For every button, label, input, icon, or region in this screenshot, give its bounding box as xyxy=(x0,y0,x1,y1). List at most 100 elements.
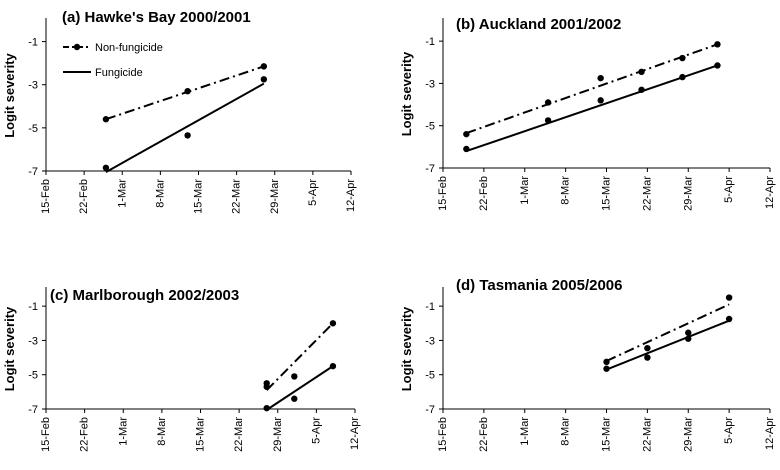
data-point xyxy=(184,87,191,95)
legend-label-non-fungicide: Non-fungicide xyxy=(95,42,163,54)
data-point xyxy=(638,86,645,93)
y-axis-title: Logit severity xyxy=(2,306,17,391)
legend-label-fungicide: Fungicide xyxy=(95,67,143,79)
data-point xyxy=(329,362,337,370)
panel-3: -1 -3 -5 -715-Feb 22-Feb 1-Mar 8-Mar 15-Mar 22-M… xyxy=(2,287,361,452)
x-tick-label: 15-Feb xyxy=(40,417,52,452)
data-point xyxy=(463,130,470,138)
data-point xyxy=(329,320,337,327)
y-tick-label: -5 xyxy=(28,370,38,382)
x-tick-label: 1-Mar xyxy=(116,179,128,208)
x-tick-label: 22-Mar xyxy=(231,179,243,214)
x-tick-label: 12-Apr xyxy=(345,179,357,212)
x-tick-label: 8-Mar xyxy=(560,176,572,205)
x-tick-label: 1-Mar xyxy=(117,417,129,446)
x-tick-label: 29-Mar xyxy=(272,417,284,452)
x-tick-label: 12-Apr xyxy=(764,417,776,450)
x-tick-label: 29-Mar xyxy=(269,179,281,214)
data-point xyxy=(260,76,268,83)
series-fit-line-2 xyxy=(606,319,730,371)
y-tick-label: -3 xyxy=(28,80,38,92)
series-fit-line-2 xyxy=(466,64,718,153)
x-tick-label: 15-Feb xyxy=(40,179,52,214)
x-tick-label: 22-Feb xyxy=(478,417,490,452)
data-point xyxy=(263,404,270,412)
y-tick-label: -1 xyxy=(28,301,38,313)
panel-title: (a) Hawke's Bay 2000/2001 xyxy=(62,9,251,26)
x-tick-label: 29-Mar xyxy=(682,176,694,211)
y-tick-label: -1 xyxy=(425,36,435,48)
data-point xyxy=(544,99,552,106)
x-tick-label: 22-Feb xyxy=(79,417,91,452)
data-point xyxy=(597,97,604,104)
data-point xyxy=(291,373,298,380)
data-point xyxy=(725,315,733,323)
y-tick-label: -7 xyxy=(28,404,38,416)
data-point xyxy=(644,354,651,361)
data-point xyxy=(685,329,692,336)
x-tick-label: 15-Mar xyxy=(601,417,613,452)
series-fit-line-2 xyxy=(266,365,334,411)
x-tick-label: 29-Mar xyxy=(682,417,694,452)
x-tick-label: 12-Apr xyxy=(764,176,776,209)
x-tick-label: 15-Mar xyxy=(193,179,205,214)
data-point xyxy=(544,117,552,124)
series-fit-line-1 xyxy=(266,322,334,391)
data-point xyxy=(644,344,651,352)
y-tick-label: -5 xyxy=(425,121,435,133)
data-point xyxy=(714,41,721,48)
y-axis-title: Logit severity xyxy=(2,52,17,137)
y-axis-title: Logit severity xyxy=(399,306,414,391)
x-tick-label: 8-Mar xyxy=(560,417,572,446)
x-tick-label: 12-Apr xyxy=(349,417,361,450)
panel-title: (b) Auckland 2001/2002 xyxy=(456,16,621,33)
data-point xyxy=(603,365,610,372)
x-tick-label: 15-Feb xyxy=(437,417,449,452)
x-tick-label: 22-Feb xyxy=(78,179,90,214)
panel-title: (c) Marlborough 2002/2003 xyxy=(50,287,239,304)
x-tick-label: 1-Mar xyxy=(519,417,531,446)
y-tick-label: -7 xyxy=(28,166,38,178)
data-point xyxy=(463,145,470,153)
y-tick-label: -3 xyxy=(425,78,435,90)
data-point xyxy=(685,335,692,342)
legend-marker-non-fungicide xyxy=(73,43,81,51)
series-fit-line-1 xyxy=(606,303,730,362)
series-fit-line-2 xyxy=(105,82,265,173)
legend: Non-fungicide Fungicide xyxy=(63,42,163,79)
y-tick-label: -1 xyxy=(28,37,38,49)
y-tick-label: -3 xyxy=(28,335,38,347)
panel-2: -1 -3 -5 -715-Feb 22-Feb 1-Mar 8-Mar 15-Mar 22-M… xyxy=(399,16,776,211)
data-point xyxy=(102,164,110,171)
data-point xyxy=(679,73,686,81)
x-tick-label: 1-Mar xyxy=(519,176,531,205)
y-tick-label: -3 xyxy=(425,335,435,347)
data-point xyxy=(638,68,645,76)
x-tick-label: 22-Mar xyxy=(641,176,653,211)
data-point xyxy=(260,63,268,70)
data-point xyxy=(597,74,604,82)
panel-4: -1 -3 -5 -715-Feb 22-Feb 1-Mar 8-Mar 15-Mar 22-M… xyxy=(399,277,776,452)
panel-title: (d) Tasmania 2005/2006 xyxy=(456,277,622,294)
data-point xyxy=(263,383,270,390)
x-tick-label: 22-Mar xyxy=(641,417,653,452)
y-axis-title: Logit severity xyxy=(399,51,414,136)
series-fit-line-1 xyxy=(466,43,718,135)
y-tick-label: -5 xyxy=(425,370,435,382)
x-tick-label: 5-Apr xyxy=(723,417,735,444)
data-point xyxy=(603,358,610,366)
y-tick-label: -7 xyxy=(425,163,435,175)
y-tick-label: -7 xyxy=(425,404,435,416)
x-tick-label: 22-Mar xyxy=(233,417,245,452)
y-tick-label: -5 xyxy=(28,123,38,135)
x-tick-label: 15-Feb xyxy=(437,176,449,211)
y-tick-label: -1 xyxy=(425,301,435,313)
data-point xyxy=(102,116,110,123)
data-point xyxy=(291,395,298,402)
x-tick-label: 15-Mar xyxy=(195,417,207,452)
data-point xyxy=(184,132,191,139)
x-tick-label: 5-Apr xyxy=(723,176,735,203)
data-point xyxy=(714,62,721,69)
x-tick-label: 15-Mar xyxy=(601,176,613,211)
